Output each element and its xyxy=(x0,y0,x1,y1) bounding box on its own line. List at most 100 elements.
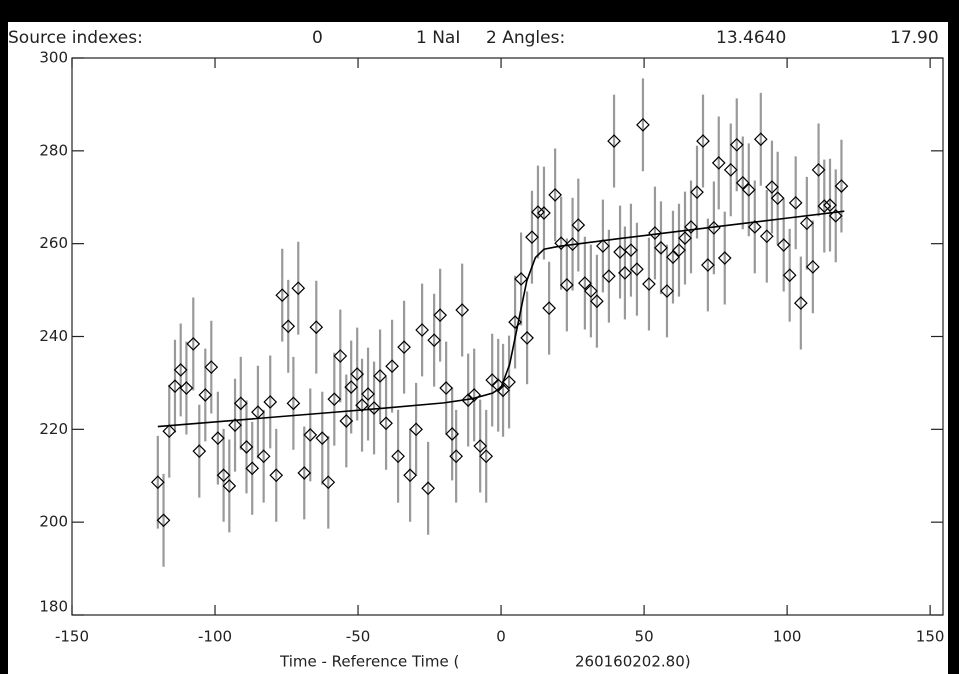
x-tick-label: 100 xyxy=(773,628,802,646)
x-tick-label: -150 xyxy=(55,628,89,646)
data-point xyxy=(741,182,756,197)
title-part: 13.4640 xyxy=(716,28,786,48)
data-point xyxy=(239,440,254,454)
data-point xyxy=(735,176,750,190)
data-point xyxy=(747,220,762,234)
data-point xyxy=(449,449,464,464)
data-point xyxy=(315,431,330,446)
data-point xyxy=(542,301,556,316)
data-point xyxy=(759,229,774,244)
data-point xyxy=(770,191,785,206)
x-axis-label: Time - Reference Time ( xyxy=(279,653,459,671)
title-part: 0 xyxy=(312,28,323,48)
data-point xyxy=(584,284,598,298)
data-point xyxy=(403,468,417,483)
data-point xyxy=(433,308,447,322)
data-point xyxy=(765,180,779,194)
data-point xyxy=(636,117,650,132)
data-point xyxy=(263,395,278,409)
data-point xyxy=(525,230,539,245)
x-axis-label: 260160202.80) xyxy=(575,653,691,671)
x-tick-label: -100 xyxy=(198,628,232,646)
data-point xyxy=(806,260,820,274)
x-tick-label: -50 xyxy=(346,628,371,646)
data-point xyxy=(409,422,423,437)
data-point xyxy=(467,388,482,402)
data-point xyxy=(590,294,604,309)
data-point xyxy=(350,367,365,381)
data-point xyxy=(427,333,441,348)
data-point xyxy=(799,216,814,231)
data-point xyxy=(823,198,837,212)
data-point xyxy=(811,163,826,177)
data-point xyxy=(445,427,459,441)
data-point xyxy=(397,340,411,355)
data-point xyxy=(711,156,726,170)
y-tick-label: 240 xyxy=(39,327,68,345)
data-point xyxy=(222,479,237,493)
data-point xyxy=(514,272,528,286)
data-point xyxy=(690,185,704,199)
x-tick-label: 150 xyxy=(916,628,945,646)
x-tick-label: 50 xyxy=(635,628,654,646)
data-point xyxy=(776,238,791,252)
y-tick-label: 200 xyxy=(39,513,68,531)
data-point xyxy=(204,360,219,374)
data-point xyxy=(256,449,271,464)
data-point xyxy=(696,134,710,148)
data-point xyxy=(537,206,551,220)
y-tick-label: 280 xyxy=(39,141,68,159)
data-point xyxy=(502,375,516,389)
data-point xyxy=(361,387,375,401)
data-point xyxy=(439,381,453,395)
data-point xyxy=(168,379,182,394)
data-point xyxy=(817,199,832,213)
data-point xyxy=(162,424,177,439)
data-point xyxy=(565,237,580,251)
data-point xyxy=(150,475,165,490)
data-point xyxy=(607,134,621,148)
data-point xyxy=(385,359,399,374)
data-point xyxy=(421,481,435,496)
data-point xyxy=(309,320,324,335)
data-point xyxy=(701,258,715,272)
data-point xyxy=(415,323,429,337)
data-point xyxy=(321,475,336,490)
data-point xyxy=(654,240,668,255)
data-point xyxy=(642,277,656,291)
data-point xyxy=(339,414,354,428)
data-point xyxy=(834,179,849,193)
data-point xyxy=(198,388,213,402)
title-part: 2 Angles: xyxy=(486,28,565,48)
data-point xyxy=(344,380,359,394)
data-point xyxy=(723,163,738,177)
data-point xyxy=(672,243,686,258)
data-point xyxy=(303,428,318,442)
data-point xyxy=(666,250,680,264)
data-point xyxy=(717,251,732,265)
data-point xyxy=(455,303,470,317)
data-point xyxy=(793,296,808,310)
data-point xyxy=(216,468,231,483)
data-point xyxy=(333,349,348,363)
data-point xyxy=(291,281,306,296)
data-point xyxy=(660,284,674,298)
data-point xyxy=(391,449,405,464)
data-point xyxy=(828,208,843,223)
plot-background xyxy=(8,22,948,674)
data-point xyxy=(618,266,632,280)
data-point xyxy=(373,369,387,383)
data-point xyxy=(355,398,369,413)
data-point xyxy=(479,449,494,464)
x-tick-label: 0 xyxy=(496,628,506,646)
data-point xyxy=(192,444,207,458)
title: Source indexes: 0 1 NaI 2 Angles: 13.4640 17.… xyxy=(8,28,939,48)
data-point xyxy=(297,466,312,480)
data-point xyxy=(245,461,260,476)
data-point xyxy=(571,218,586,232)
data-point xyxy=(211,431,225,446)
data-point xyxy=(281,319,296,334)
data-point xyxy=(173,363,188,377)
